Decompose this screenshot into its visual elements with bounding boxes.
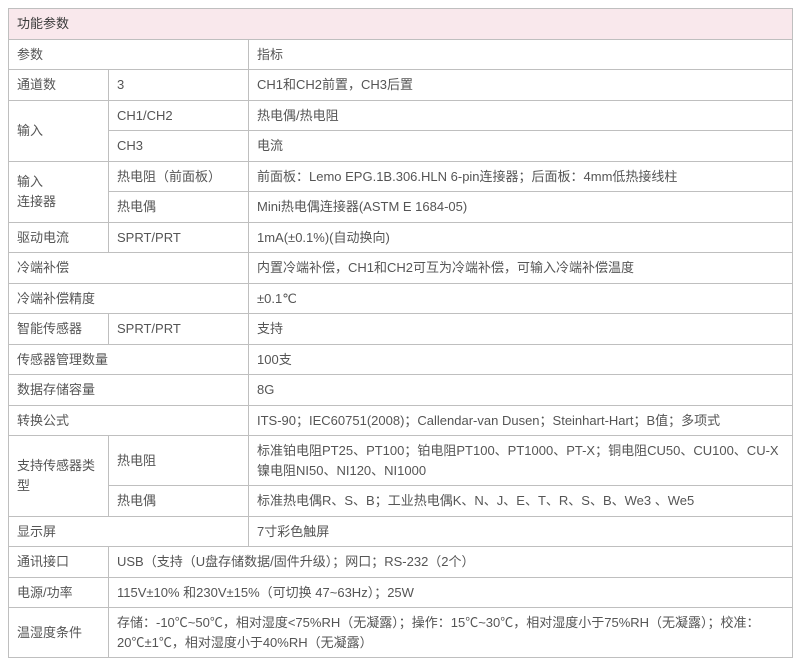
row-spec: 内置冷端补偿，CH1和CH2可互为冷端补偿，可输入冷端补偿温度	[249, 253, 793, 284]
col-header-spec: 指标	[249, 39, 793, 70]
row-label: 支持传感器类型	[9, 436, 109, 517]
row-label: 输入 连接器	[9, 161, 109, 222]
row-label: 智能传感器	[9, 314, 109, 345]
row-label: 驱动电流	[9, 222, 109, 253]
row-spec: 热电偶/热电阻	[249, 100, 793, 131]
row-spec: 标准热电偶R、S、B；工业热电偶K、N、J、E、T、R、S、B、We3 、We5	[249, 486, 793, 517]
row-spec: 存储：-10℃~50℃，相对湿度<75%RH（无凝露）；操作：15℃~30℃，相…	[109, 608, 793, 658]
row-sublabel: 热电偶	[109, 192, 249, 223]
row-spec: 1mA(±0.1%)(自动换向)	[249, 222, 793, 253]
row-label: 冷端补偿精度	[9, 283, 249, 314]
row-spec: 8G	[249, 375, 793, 406]
row-spec: 支持	[249, 314, 793, 345]
row-label: 通讯接口	[9, 547, 109, 578]
row-label: 数据存储容量	[9, 375, 249, 406]
row-value: 3	[109, 70, 249, 101]
row-spec: 前面板：Lemo EPG.1B.306.HLN 6-pin连接器；后面板：4mm…	[249, 161, 793, 192]
row-sublabel: SPRT/PRT	[109, 222, 249, 253]
row-spec: USB（支持（U盘存储数据/固件升级）；网口；RS-232（2个）	[109, 547, 793, 578]
row-spec: 115V±10% 和230V±15%（可切换 47~63Hz）；25W	[109, 577, 793, 608]
row-spec: 100支	[249, 344, 793, 375]
table-title: 功能参数	[9, 9, 793, 40]
row-spec: CH1和CH2前置，CH3后置	[249, 70, 793, 101]
row-spec: 标准铂电阻PT25、PT100；铂电阻PT100、PT1000、PT-X；铜电阻…	[249, 436, 793, 486]
row-label: 转换公式	[9, 405, 249, 436]
row-sublabel: SPRT/PRT	[109, 314, 249, 345]
row-label: 电源/功率	[9, 577, 109, 608]
row-label: 通道数	[9, 70, 109, 101]
row-sublabel: 热电阻	[109, 436, 249, 486]
row-spec: 电流	[249, 131, 793, 162]
row-spec: ±0.1℃	[249, 283, 793, 314]
row-label: 传感器管理数量	[9, 344, 249, 375]
col-header-param: 参数	[9, 39, 249, 70]
row-sublabel: CH1/CH2	[109, 100, 249, 131]
spec-table: 功能参数 参数 指标 通道数 3 CH1和CH2前置，CH3后置 输入 CH1/…	[8, 8, 793, 658]
row-sublabel: CH3	[109, 131, 249, 162]
row-spec: ITS-90；IEC60751(2008)；Callendar-van Duse…	[249, 405, 793, 436]
row-label: 显示屏	[9, 516, 249, 547]
row-sublabel: 热电阻（前面板）	[109, 161, 249, 192]
row-spec: Mini热电偶连接器(ASTM E 1684-05)	[249, 192, 793, 223]
row-label: 输入	[9, 100, 109, 161]
row-label: 温湿度条件	[9, 608, 109, 658]
row-sublabel: 热电偶	[109, 486, 249, 517]
row-spec: 7寸彩色触屏	[249, 516, 793, 547]
row-label: 冷端补偿	[9, 253, 249, 284]
